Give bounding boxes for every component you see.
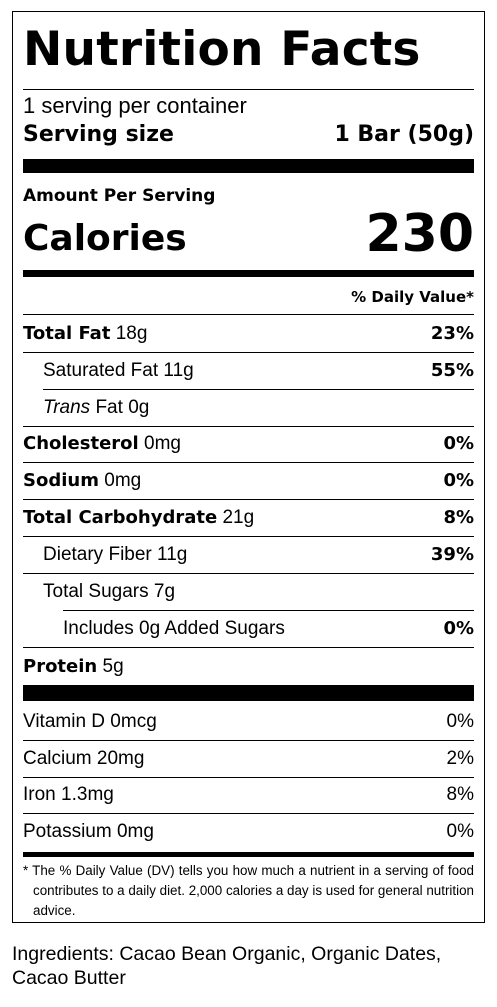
nutrient-dv: 23% [430,323,474,344]
nutrient-name: Dietary Fiber 11g [43,544,188,565]
vitamin-dv: 2% [446,748,474,769]
vitamin-dv: 0% [446,711,474,732]
nutrient-dv: 39% [430,544,474,565]
calories-divider [23,270,474,277]
ingredients-text: Ingredients: Cacao Bean Organic, Organic… [12,943,442,989]
footnote-divider [23,852,474,857]
nutrient-dv: 0% [443,433,474,454]
nutrient-divider [23,573,474,574]
nutrient-name: Trans Fat 0g [43,397,150,418]
calories-label: Calories [23,218,187,259]
nutrient-row-sodium: Sodium 0mg 0% [23,463,474,499]
nutrient-divider [23,426,474,427]
nutrient-divider [43,389,474,390]
nutrient-divider [23,536,474,537]
daily-value-header: % Daily Value* [351,288,474,306]
vitamin-divider [23,740,474,741]
nutrient-name: Total Carbohydrate 21g [23,507,255,528]
servings-per-container: 1 serving per container [23,93,247,118]
nutrient-row-total-carbohydrate: Total Carbohydrate 21g 8% [23,500,474,536]
nutrition-facts-label: Nutrition Facts 1 serving per container … [12,11,485,923]
nutrient-name: Includes 0g Added Sugars [63,618,285,639]
nutrient-divider [23,462,474,463]
nutrient-dv: 55% [430,360,474,381]
nutrient-dv: 8% [443,507,474,528]
vitamin-row-calcium: Calcium 20mg 2% [23,741,474,777]
vitamin-divider [23,777,474,778]
nutrient-dv: 0% [443,618,474,639]
nutrient-row-added-sugars: Includes 0g Added Sugars 0% [63,611,474,647]
vitamin-row-vitamin-d: Vitamin D 0mcg 0% [23,704,474,740]
nutrient-divider [23,499,474,500]
nutrient-name: Total Sugars 7g [43,581,176,602]
vitamin-row-iron: Iron 1.3mg 8% [23,777,474,813]
vitamin-dv: 0% [446,821,474,842]
nutrient-row-protein: Protein 5g [23,649,474,685]
vitamin-name: Calcium 20mg [23,748,145,769]
vitamin-dv: 8% [446,784,474,805]
serving-size-value: 1 Bar (50g) [334,122,474,147]
nutrient-row-trans-fat: Trans Fat 0g [43,390,474,426]
amount-per-serving: Amount Per Serving [23,186,216,206]
serving-size-row: Serving size 1 Bar (50g) [23,120,474,150]
nutrient-name: Cholesterol 0mg [23,433,181,454]
title-divider [23,89,474,90]
thick-divider-top [23,159,474,173]
nutrient-name: Total Fat 18g [23,323,148,344]
nutrient-row-dietary-fiber: Dietary Fiber 11g 39% [43,537,474,573]
nutrient-row-total-sugars: Total Sugars 7g [43,574,474,610]
vitamin-divider [23,813,474,814]
vitamin-row-potassium: Potassium 0mg 0% [23,814,474,850]
calories-value: 230 [365,204,474,264]
vitamin-name: Iron 1.3mg [23,784,114,805]
nutrient-divider [23,352,474,353]
vitamin-name: Vitamin D 0mcg [23,711,157,732]
nutrient-divider [63,610,474,611]
serving-size-label: Serving size [23,122,174,147]
nutrient-name: Protein 5g [23,656,124,677]
thick-divider-vitamins [23,685,474,701]
nutrient-dv: 0% [443,470,474,491]
vitamin-name: Potassium 0mg [23,821,154,842]
nutrient-row-saturated-fat: Saturated Fat 11g 55% [43,353,474,389]
nutrient-name: Saturated Fat 11g [43,360,194,381]
nutrient-name: Sodium 0mg [23,470,142,491]
label-title: Nutrition Facts [23,22,421,77]
nutrient-row-cholesterol: Cholesterol 0mg 0% [23,426,474,462]
nutrient-divider [23,314,474,315]
nutrient-row-total-fat: Total Fat 18g 23% [23,316,474,352]
daily-value-footnote: * The % Daily Value (DV) tells you how m… [23,863,474,918]
nutrient-divider [23,647,474,648]
